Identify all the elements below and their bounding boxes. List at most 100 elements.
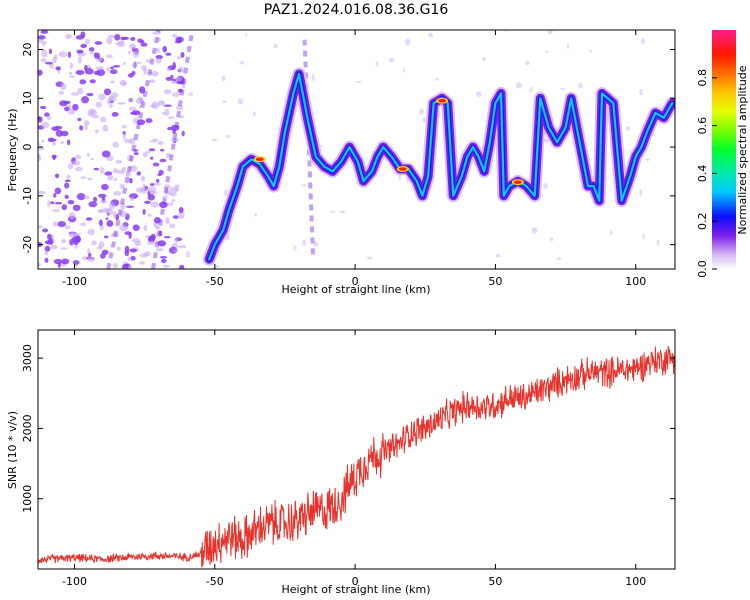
noise-speckle: [567, 43, 569, 50]
noise-speckle: [111, 112, 119, 117]
noise-speckle: [330, 210, 336, 213]
noise-speckle: [142, 208, 146, 215]
colorbar-label: Normalized spectral amplitude: [736, 65, 749, 234]
noise-speckle: [108, 202, 115, 210]
noise-speckle: [73, 238, 79, 246]
noise-speckle: [77, 87, 84, 95]
noise-speckle: [55, 173, 60, 179]
noise-speckle: [44, 250, 49, 256]
noise-speckle: [63, 106, 70, 112]
noise-speckle: [126, 205, 135, 208]
noise-speckle: [38, 155, 42, 162]
noise-speckle: [69, 62, 73, 70]
noise-speckle: [80, 222, 87, 227]
hot-spot-core: [513, 180, 522, 184]
noise-speckle: [80, 176, 87, 180]
noise-speckle: [42, 228, 49, 233]
noise-speckle: [60, 140, 64, 145]
noise-speckle: [46, 116, 52, 120]
noise-speckle: [124, 138, 132, 144]
noise-speckle: [153, 217, 161, 224]
noise-speckle: [529, 86, 533, 93]
noise-speckle: [131, 62, 138, 68]
noise-speckle: [164, 108, 170, 116]
noise-speckle: [38, 225, 43, 229]
noise-speckle: [645, 158, 651, 161]
noise-speckle: [172, 128, 176, 134]
noise-speckle: [166, 68, 171, 72]
noise-speckle: [132, 224, 140, 231]
noise-speckle: [76, 193, 86, 201]
noise-speckle: [41, 139, 45, 143]
noise-speckle: [52, 56, 57, 64]
y-tick-label: -20: [21, 236, 34, 254]
noise-speckle: [402, 68, 406, 73]
noise-speckle: [226, 134, 231, 139]
noise-speckle: [84, 65, 88, 71]
noise-speckle: [177, 88, 183, 93]
noise-speckle: [67, 163, 74, 170]
noise-speckle: [150, 201, 159, 208]
noise-speckle: [130, 196, 135, 202]
noise-speckle: [112, 141, 120, 148]
noise-speckle: [245, 33, 248, 37]
y-tick-label: 3000: [21, 344, 34, 372]
noise-speckle: [157, 37, 161, 42]
noise-speckle: [625, 126, 631, 131]
noise-speckle: [38, 143, 41, 146]
noise-speckle: [151, 138, 159, 142]
noise-speckle: [134, 241, 141, 247]
noise-speckle: [124, 231, 132, 236]
trace-core: [208, 72, 674, 261]
noise-speckle: [639, 189, 643, 196]
noise-speckle: [476, 91, 482, 98]
noise-speckle: [164, 184, 171, 189]
noise-speckle: [178, 115, 185, 119]
snr-y-label: SNR (10 * v/v): [6, 411, 19, 489]
colorbar: [712, 30, 736, 269]
noise-speckle: [41, 50, 48, 58]
noise-speckle: [128, 165, 138, 172]
noise-speckle: [98, 209, 104, 213]
noise-speckle: [94, 41, 103, 45]
noise-speckle: [136, 119, 146, 126]
noise-speckle: [157, 101, 166, 106]
noise-speckle: [544, 50, 549, 53]
noise-speckle: [98, 93, 106, 101]
y-tick-label: 10: [21, 91, 34, 105]
noise-speckle: [588, 49, 593, 53]
noise-speckle: [174, 40, 181, 44]
noise-streak: [302, 39, 316, 255]
noise-speckle: [64, 182, 70, 189]
noise-speckle: [110, 66, 114, 70]
noise-speckle: [55, 66, 61, 71]
noise-speckle: [158, 230, 163, 237]
noise-speckle: [98, 241, 105, 249]
noise-speckle: [87, 177, 93, 181]
noise-speckle: [163, 236, 171, 239]
noise-speckle: [398, 175, 402, 180]
noise-speckle: [145, 235, 150, 238]
noise-speckle: [168, 192, 178, 197]
noise-speckle: [178, 211, 185, 219]
noise-speckle: [139, 86, 146, 94]
noise-speckle: [160, 148, 165, 152]
noise-speckle: [80, 43, 87, 49]
noise-speckle: [150, 156, 154, 160]
noise-speckle: [139, 261, 145, 265]
noise-speckle: [85, 217, 93, 221]
noise-speckle: [44, 61, 53, 65]
noise-speckle: [106, 37, 113, 45]
noise-speckle: [159, 255, 168, 259]
colorbar-tick-label: 0.8: [696, 69, 709, 87]
noise-speckle: [578, 82, 583, 89]
noise-speckle: [44, 112, 50, 117]
heatmap-frame: [37, 29, 676, 270]
noise-speckle: [87, 256, 96, 262]
noise-speckle: [98, 219, 103, 226]
noise-speckle: [115, 159, 123, 164]
noise-speckle: [112, 168, 119, 174]
noise-speckle: [147, 186, 157, 193]
